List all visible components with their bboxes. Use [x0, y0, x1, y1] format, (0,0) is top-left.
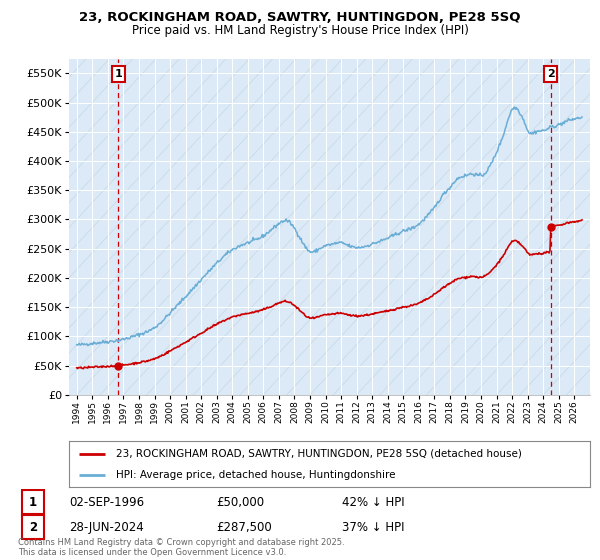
Text: £50,000: £50,000: [216, 496, 264, 508]
Text: £287,500: £287,500: [216, 521, 272, 534]
Bar: [22, 491, 44, 514]
Text: HPI: Average price, detached house, Huntingdonshire: HPI: Average price, detached house, Hunt…: [116, 470, 395, 480]
Text: 1: 1: [29, 496, 37, 508]
Text: 1: 1: [115, 69, 122, 79]
Text: 23, ROCKINGHAM ROAD, SAWTRY, HUNTINGDON, PE28 5SQ: 23, ROCKINGHAM ROAD, SAWTRY, HUNTINGDON,…: [79, 11, 521, 24]
Text: 42% ↓ HPI: 42% ↓ HPI: [342, 496, 404, 508]
Text: 02-SEP-1996: 02-SEP-1996: [69, 496, 144, 508]
Text: 23, ROCKINGHAM ROAD, SAWTRY, HUNTINGDON, PE28 5SQ (detached house): 23, ROCKINGHAM ROAD, SAWTRY, HUNTINGDON,…: [116, 449, 522, 459]
Text: 37% ↓ HPI: 37% ↓ HPI: [342, 521, 404, 534]
Text: 2: 2: [547, 69, 554, 79]
Text: 2: 2: [29, 521, 37, 534]
Text: Price paid vs. HM Land Registry's House Price Index (HPI): Price paid vs. HM Land Registry's House …: [131, 24, 469, 36]
Text: Contains HM Land Registry data © Crown copyright and database right 2025.
This d: Contains HM Land Registry data © Crown c…: [18, 538, 344, 557]
Text: 28-JUN-2024: 28-JUN-2024: [69, 521, 144, 534]
Bar: [22, 515, 44, 539]
